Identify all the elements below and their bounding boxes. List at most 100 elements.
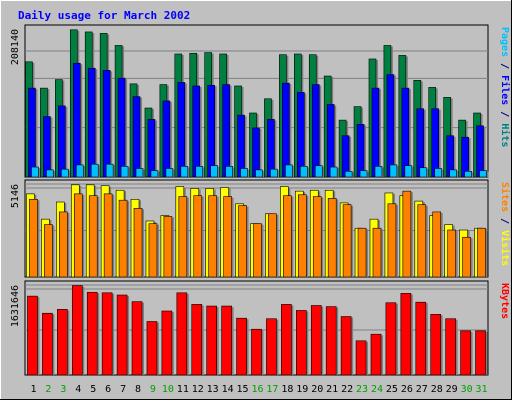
bar-files [371, 87, 380, 178]
x-tick-label: 28 [431, 384, 443, 395]
day-bars [473, 112, 489, 178]
day-bars [325, 306, 339, 376]
day-bars [385, 302, 398, 376]
day-bars [413, 79, 429, 178]
day-bars [355, 340, 369, 376]
day-bars [191, 304, 204, 376]
x-tick-label: 11 [177, 384, 189, 395]
bar-pages [225, 166, 233, 178]
day-bars [56, 201, 70, 278]
bar-kbytes [340, 316, 352, 376]
bar-kbytes [400, 293, 412, 376]
day-bars [99, 33, 116, 178]
hits_panel-axis-title-part: Pages [499, 27, 510, 57]
hits_panel: 208140 Pages / Files / Hits [10, 24, 511, 178]
bar-sites [193, 195, 203, 278]
day-bars [40, 87, 56, 178]
x-tick-label: 10 [162, 384, 174, 395]
bar-sites [103, 193, 113, 278]
day-bars [459, 229, 473, 278]
bar-pages [374, 166, 383, 178]
day-bars [220, 187, 234, 278]
x-tick-label: 19 [296, 384, 308, 395]
bar-pages [105, 163, 114, 178]
bar-sites [253, 223, 262, 278]
day-bars [309, 189, 324, 278]
day-bars [84, 31, 101, 178]
day-bars [310, 305, 324, 376]
day-bars [474, 227, 488, 278]
day-bars [400, 293, 413, 376]
bar-sites [238, 205, 247, 278]
bar-files [147, 119, 156, 178]
bar-pages [479, 170, 487, 178]
bar-files [341, 135, 350, 178]
bar-kbytes [71, 285, 83, 376]
day-bars [430, 314, 443, 376]
bar-sites [223, 196, 232, 278]
hits_panel-axis-title-part: / [499, 105, 510, 123]
day-bars [219, 53, 235, 178]
day-bars [174, 53, 190, 178]
x-tick-label: 27 [416, 384, 428, 395]
kbytes_panel: 1631646 KBytes [10, 280, 510, 376]
day-bars [294, 53, 310, 178]
bar-kbytes [251, 328, 262, 376]
bar-files [282, 82, 290, 178]
kbytes_panel-axis-title: KBytes [499, 283, 510, 319]
bar-sites [283, 195, 292, 278]
bar-kbytes [370, 333, 382, 376]
bar-files [222, 84, 230, 178]
bar-sites [477, 227, 486, 278]
visits_panel-axis-title-part: / [499, 212, 510, 230]
bar-pages [150, 170, 159, 178]
day-bars [235, 203, 249, 278]
day-bars [458, 119, 474, 178]
bar-files [476, 125, 484, 178]
bar-pages [255, 169, 263, 178]
day-bars [57, 309, 70, 376]
bar-pages [195, 166, 204, 178]
day-bars [428, 87, 444, 178]
bar-sites [447, 229, 456, 278]
bar-pages [270, 168, 278, 178]
hits_panel-axis-title-part: / [499, 57, 510, 75]
x-tick-label: 24 [371, 384, 383, 395]
bar-files [102, 70, 111, 178]
day-bars [204, 52, 220, 178]
bar-pages [240, 168, 248, 178]
day-bars [443, 97, 459, 178]
day-bars [265, 213, 279, 278]
day-bars [369, 218, 383, 278]
day-bars [146, 321, 159, 376]
day-bars [414, 200, 428, 278]
bar-kbytes [86, 291, 98, 376]
day-bars [353, 106, 370, 178]
x-tick-label: 20 [311, 384, 323, 395]
bar-kbytes [101, 292, 113, 376]
bar-kbytes [430, 314, 442, 376]
bar-pages [404, 165, 413, 178]
bar-files [297, 92, 305, 178]
day-bars [340, 316, 354, 376]
day-bars [114, 45, 131, 178]
day-bars [159, 84, 175, 178]
x-tick-label: 6 [105, 384, 111, 395]
bar-kbytes [460, 330, 471, 376]
bar-pages [329, 166, 338, 178]
bar-sites [372, 227, 382, 278]
day-bars [236, 317, 249, 376]
bar-pages [434, 168, 443, 178]
bar-sites [268, 213, 277, 278]
bar-kbytes [385, 302, 397, 376]
bar-sites [342, 204, 352, 278]
day-bars [399, 190, 413, 278]
bar-kbytes [355, 340, 367, 376]
bar-sites [432, 211, 442, 278]
bar-sites [88, 195, 98, 278]
day-bars [323, 75, 340, 178]
bar-kbytes [206, 305, 217, 376]
day-bars [281, 304, 294, 376]
bar-pages [464, 171, 472, 178]
